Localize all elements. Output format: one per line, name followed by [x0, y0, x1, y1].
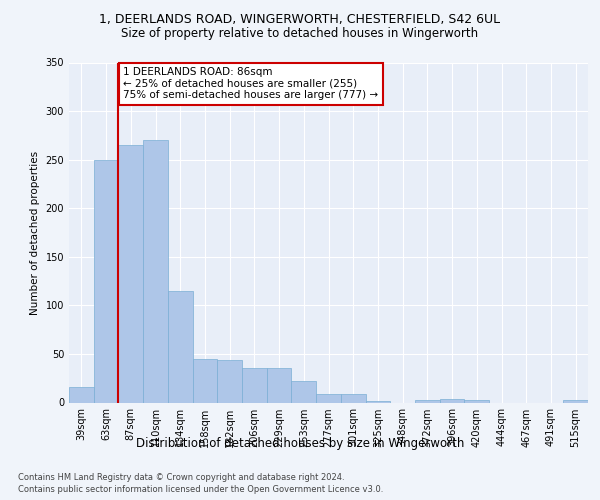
Bar — [94, 160, 118, 402]
Bar — [217, 360, 242, 403]
Text: 1, DEERLANDS ROAD, WINGERWORTH, CHESTERFIELD, S42 6UL: 1, DEERLANDS ROAD, WINGERWORTH, CHESTERF… — [100, 12, 500, 26]
Bar — [168, 291, 193, 403]
Bar — [267, 368, 292, 402]
Bar — [69, 387, 94, 402]
Text: 1 DEERLANDS ROAD: 86sqm
← 25% of detached houses are smaller (255)
75% of semi-d: 1 DEERLANDS ROAD: 86sqm ← 25% of detache… — [124, 68, 379, 100]
Bar — [341, 394, 365, 402]
Bar — [316, 394, 341, 402]
Y-axis label: Number of detached properties: Number of detached properties — [30, 150, 40, 314]
Bar — [193, 359, 217, 403]
Text: Size of property relative to detached houses in Wingerworth: Size of property relative to detached ho… — [121, 28, 479, 40]
Bar — [143, 140, 168, 402]
Bar — [440, 398, 464, 402]
Text: Distribution of detached houses by size in Wingerworth: Distribution of detached houses by size … — [136, 438, 464, 450]
Bar — [292, 381, 316, 402]
Text: Contains public sector information licensed under the Open Government Licence v3: Contains public sector information licen… — [18, 485, 383, 494]
Bar — [242, 368, 267, 402]
Bar — [563, 400, 588, 402]
Bar — [365, 400, 390, 402]
Bar — [118, 145, 143, 403]
Bar — [415, 400, 440, 402]
Text: Contains HM Land Registry data © Crown copyright and database right 2024.: Contains HM Land Registry data © Crown c… — [18, 472, 344, 482]
Bar — [464, 400, 489, 402]
